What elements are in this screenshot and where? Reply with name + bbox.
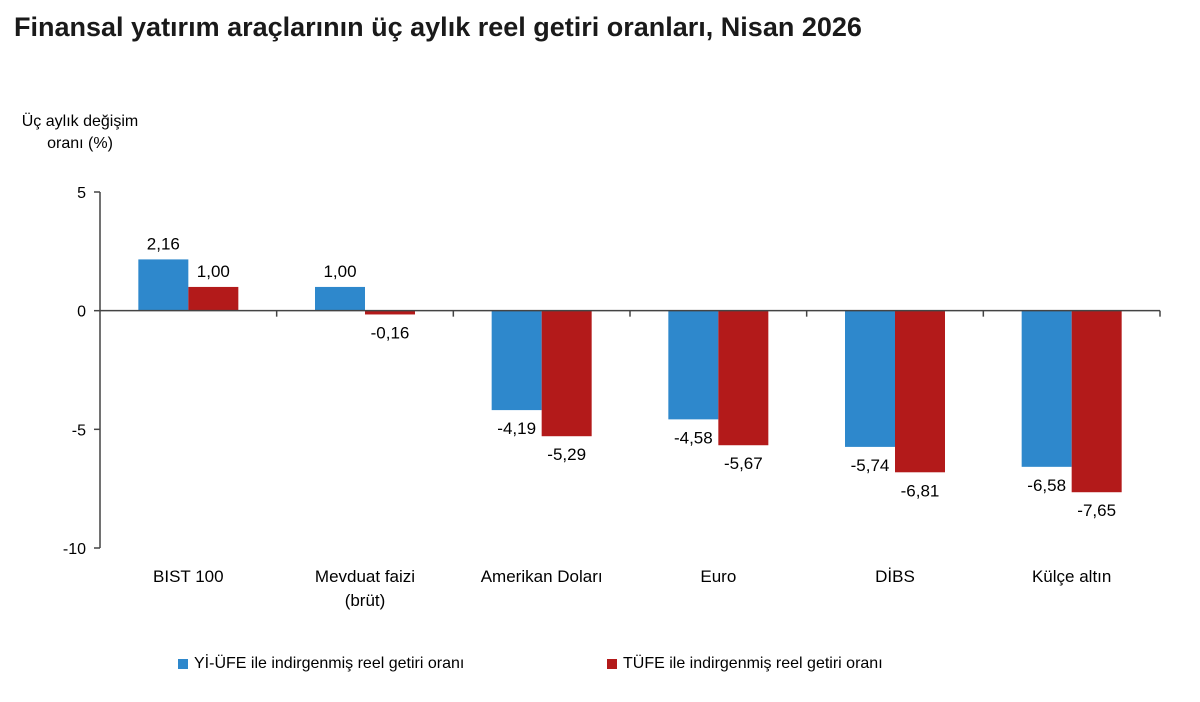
bar-yi-ufe — [668, 310, 719, 420]
data-label: -4,58 — [674, 428, 713, 447]
legend-item-yi-ufe: Yİ-ÜFE ile indirgenmiş reel getiri oranı — [178, 655, 464, 673]
bar-yi-ufe — [845, 310, 895, 447]
bar-yi-ufe — [315, 286, 365, 311]
data-label: -0,16 — [371, 323, 410, 342]
x-tick-label: Amerikan Doları — [481, 567, 603, 586]
x-tick-label: (brüt) — [345, 591, 386, 610]
x-tick-label: DİBS — [875, 567, 915, 586]
bar-yi-ufe — [138, 259, 189, 311]
y-axis-label-line: Üç aylık değişim — [22, 112, 138, 130]
x-tick-label: Euro — [700, 567, 736, 586]
data-label: -6,81 — [901, 481, 940, 500]
chart-title: Finansal yatırım araçlarının üç aylık re… — [14, 12, 862, 42]
y-tick-label: 0 — [77, 304, 86, 321]
bar-tufe — [718, 310, 769, 446]
bar-tufe — [365, 310, 415, 315]
y-tick-label: -10 — [63, 541, 86, 558]
legend-swatch-tufe — [607, 659, 617, 669]
data-label: 2,16 — [147, 234, 180, 253]
legend: Yİ-ÜFE ile indirgenmiş reel getiri oranı… — [0, 655, 1200, 679]
legend-item-tufe: TÜFE ile indirgenmiş reel getiri oranı — [607, 655, 883, 673]
bar-tufe — [1071, 310, 1122, 493]
data-label: 1,00 — [197, 262, 230, 281]
data-label: -7,65 — [1077, 501, 1116, 520]
bar-yi-ufe — [1021, 310, 1072, 467]
data-label: -5,74 — [851, 456, 890, 475]
legend-label-tufe: TÜFE ile indirgenmiş reel getiri oranı — [623, 655, 883, 672]
data-label: -6,58 — [1027, 476, 1066, 495]
x-tick-label: BIST 100 — [153, 567, 224, 586]
data-label: 1,00 — [323, 262, 356, 281]
legend-swatch-yi-ufe — [178, 659, 188, 669]
bar-tufe — [895, 310, 945, 473]
x-tick-label: Mevduat faizi — [315, 567, 415, 586]
bar-tufe — [541, 310, 592, 437]
x-tick-label: Külçe altın — [1032, 567, 1111, 586]
y-axis-label-line: oranı (%) — [47, 135, 113, 152]
data-label: -5,67 — [724, 454, 763, 473]
y-tick-label: -5 — [72, 422, 86, 439]
bar-yi-ufe — [491, 310, 542, 411]
legend-label-yi-ufe: Yİ-ÜFE ile indirgenmiş reel getiri oranı — [194, 655, 465, 672]
bar-tufe — [188, 286, 239, 311]
data-label: -4,19 — [497, 419, 536, 438]
y-tick-label: 5 — [77, 185, 86, 202]
data-label: -5,29 — [547, 445, 586, 464]
